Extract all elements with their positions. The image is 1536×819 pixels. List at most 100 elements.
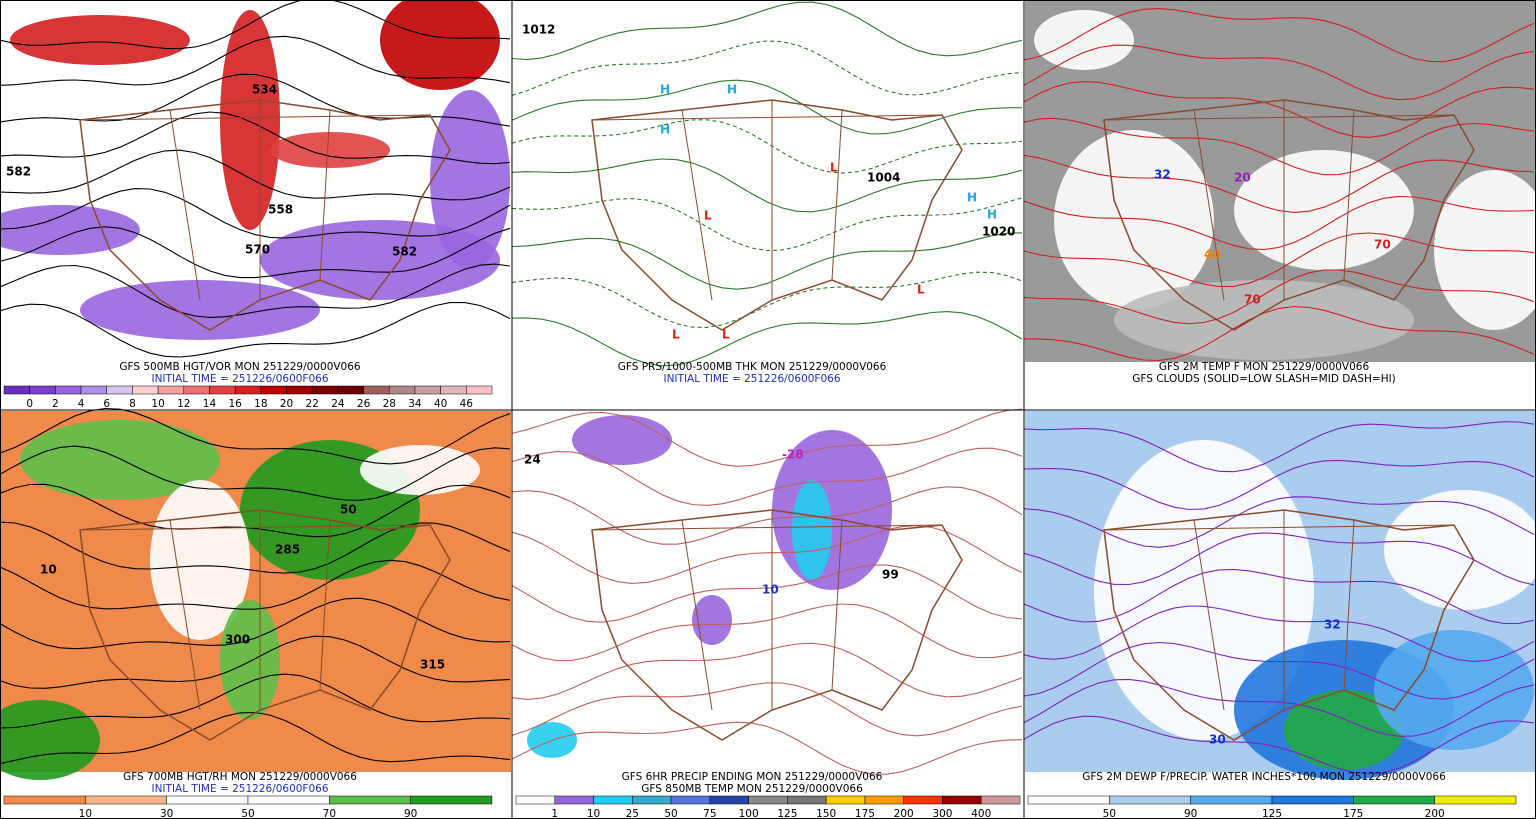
contour bbox=[0, 673, 511, 729]
contour bbox=[511, 79, 1023, 135]
contour bbox=[1023, 117, 1535, 176]
map-background bbox=[513, 1, 1023, 362]
panel: 30 32 GFS 2M DEWP F/PRECIP. WATER INCHES*1… bbox=[1023, 411, 1536, 819]
borders bbox=[1103, 99, 1475, 331]
map-label: 315 bbox=[420, 658, 445, 672]
colorbar-swatch bbox=[410, 795, 493, 805]
contour bbox=[0, 149, 511, 201]
contour bbox=[511, 408, 1023, 467]
colorbar-swatch bbox=[389, 385, 416, 395]
colorbar-label: 0 bbox=[26, 398, 33, 410]
map-label: 32 bbox=[1324, 618, 1341, 632]
colorbar-swatch bbox=[632, 795, 672, 805]
contour bbox=[511, 642, 1023, 700]
caption: GFS 2M TEMP F MON 251229/0000V066 bbox=[1159, 361, 1370, 373]
map-shading bbox=[220, 10, 280, 230]
contour bbox=[511, 721, 1023, 775]
contour bbox=[511, 564, 1023, 623]
colorbar-swatch bbox=[209, 385, 236, 395]
contour bbox=[0, 407, 511, 465]
map-shading bbox=[1054, 130, 1214, 310]
map-shading bbox=[692, 595, 732, 645]
caption: GFS 700MB HGT/RH MON 251229/0000V066 bbox=[123, 771, 357, 783]
colorbar-swatch bbox=[183, 385, 210, 395]
contour bbox=[511, 1, 1023, 61]
contour bbox=[511, 682, 1023, 737]
map-label: 70 bbox=[1244, 293, 1261, 307]
colorbar-label: 12 bbox=[177, 398, 190, 410]
colorbar-label: 70 bbox=[323, 808, 336, 819]
colorbar-swatch bbox=[787, 795, 827, 805]
contour bbox=[1023, 232, 1535, 288]
map-label: L bbox=[917, 283, 925, 297]
colorbar-swatch bbox=[80, 385, 107, 395]
map-label: 10 bbox=[762, 583, 779, 597]
contour bbox=[511, 603, 1023, 662]
contour bbox=[1023, 459, 1535, 511]
contour bbox=[511, 158, 1023, 213]
colorbar-swatch bbox=[1353, 795, 1435, 805]
map-shading bbox=[1434, 170, 1536, 330]
borders bbox=[1103, 510, 1455, 711]
colorbar-label: 28 bbox=[383, 398, 396, 410]
colorbar-label: 400 bbox=[971, 808, 991, 819]
map-label: 10 bbox=[40, 563, 57, 577]
contour bbox=[511, 486, 1023, 545]
borders bbox=[79, 509, 451, 741]
caption: INITIAL TIME = 251226/0600F066 bbox=[151, 373, 328, 385]
colorbar-label: 26 bbox=[357, 398, 371, 410]
contour bbox=[511, 119, 1023, 174]
colorbar-swatch bbox=[1190, 795, 1273, 805]
map-label: 30 bbox=[1209, 733, 1226, 747]
contour bbox=[0, 0, 511, 50]
colorbar-label: 50 bbox=[241, 808, 254, 819]
contour bbox=[1023, 496, 1535, 548]
colorbar-label: 200 bbox=[894, 808, 914, 819]
map-label: L bbox=[704, 209, 712, 223]
colorbar-swatch bbox=[311, 385, 339, 395]
panel: 582 570 558 534 582 GFS 500MB HGT/VOR MON 251… bbox=[0, 0, 511, 410]
map-label: 20 bbox=[1234, 171, 1251, 185]
contour bbox=[1023, 568, 1535, 625]
contour bbox=[0, 521, 511, 574]
map-shading bbox=[270, 132, 390, 168]
colorbar-label: 18 bbox=[254, 398, 267, 410]
colorbar-swatch bbox=[234, 385, 262, 395]
contour bbox=[0, 635, 511, 689]
colorbar-swatch bbox=[166, 795, 249, 805]
contour bbox=[511, 40, 1023, 96]
contour bbox=[0, 597, 511, 650]
map-shading bbox=[1384, 490, 1536, 610]
map-label: 582 bbox=[392, 245, 417, 259]
map-shading bbox=[380, 0, 500, 90]
caption: GFS 500MB HGT/VOR MON 251229/0000V066 bbox=[119, 361, 361, 373]
caption: GFS 6HR PRECIP ENDING MON 251229/0000V06… bbox=[622, 771, 883, 783]
colorbar-label: 1 bbox=[551, 808, 558, 819]
colorbar-label: 90 bbox=[404, 808, 417, 819]
map-label: H bbox=[967, 191, 977, 205]
borders bbox=[591, 99, 963, 331]
colorbar-swatch bbox=[106, 385, 133, 395]
contour bbox=[0, 483, 511, 538]
contour bbox=[1023, 81, 1535, 138]
colorbar-swatch bbox=[85, 795, 167, 805]
contour bbox=[511, 271, 1023, 328]
colorbar-label: 10 bbox=[587, 808, 600, 819]
caption: GFS 850MB TEMP MON 251229/0000V066 bbox=[641, 783, 863, 795]
colorbar-swatch bbox=[157, 385, 185, 395]
map-shading bbox=[20, 420, 220, 500]
colorbar-swatch bbox=[55, 385, 82, 395]
map-shading bbox=[792, 480, 832, 580]
contour bbox=[1023, 8, 1535, 63]
map-label: 99 bbox=[882, 568, 899, 582]
map: 30 32 bbox=[1023, 411, 1536, 780]
colorbar-swatch bbox=[903, 795, 943, 805]
contour bbox=[1023, 532, 1535, 586]
colorbar-label: 22 bbox=[306, 398, 319, 410]
caption: GFS CLOUDS (SOLID=LOW SLASH=MID DASH=HI) bbox=[1132, 373, 1396, 385]
colorbar-label: 50 bbox=[1103, 808, 1116, 819]
map-label: 300 bbox=[225, 633, 250, 647]
contour bbox=[1023, 641, 1535, 700]
